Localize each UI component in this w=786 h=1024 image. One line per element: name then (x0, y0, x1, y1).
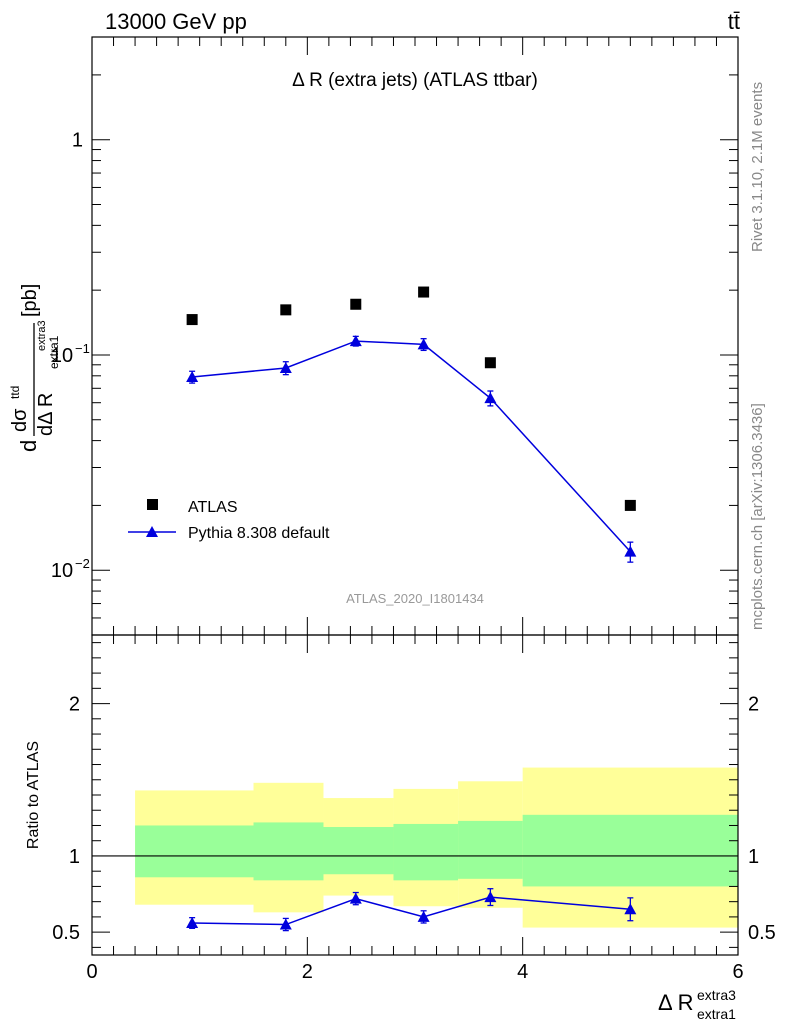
pythia-data-point (417, 338, 430, 350)
uncertainty-band-green (393, 823, 459, 881)
main-y-axis-label: d dσ ttd dΔ R extra1 extra3 [pb] (8, 284, 61, 452)
main-plot-frame (91, 36, 739, 636)
uncertainty-band-green (458, 820, 523, 879)
y-tick-label: 10 (51, 345, 73, 367)
ratio-data-point (417, 910, 430, 922)
ratio-plot-ticks: 0.5 0.5 1 1 2 2 0 2 4 6 (52, 635, 776, 983)
uncertainty-band-green (135, 825, 254, 878)
x-tick-label: 4 (517, 961, 528, 983)
pythia-series-line (192, 340, 631, 553)
legend-atlas-label: ATLAS (188, 499, 238, 516)
legend-pythia-label: Pythia 8.308 default (188, 525, 330, 542)
atlas-data-point (624, 499, 636, 511)
y-label-unit: [pb] (19, 284, 41, 317)
rivet-version-label: Rivet 3.1.10, 2.1M events (749, 82, 766, 252)
x-label-sup: extra3 (697, 987, 736, 1003)
ratio-y-tick-label-left: 0.5 (52, 922, 80, 944)
ratio-y-tick-label-right: 1 (748, 846, 759, 868)
pythia-data-point (624, 545, 637, 557)
header-process-label: tt̄ (728, 9, 740, 34)
legend-atlas-marker (147, 499, 158, 510)
pythia-data-point (186, 370, 199, 382)
x-label-main: Δ R (658, 990, 693, 1015)
ratio-x-axis-label: Δ R extra3 extra1 (658, 987, 736, 1022)
ratio-data-point (349, 892, 362, 904)
main-plot-content (186, 286, 637, 563)
atlas-data-point (484, 357, 496, 369)
legend-pythia-marker (146, 526, 158, 537)
mcplots-label: mcplots.cern.ch [arXiv:1306.3436] (749, 403, 766, 630)
atlas-data-point (280, 304, 292, 316)
main-legend: ATLAS Pythia 8.308 default (128, 499, 330, 542)
atlas-data-point (186, 314, 198, 326)
y-label-denominator-sup: extra3 (36, 320, 48, 351)
y-tick-label-exponent: −2 (75, 556, 90, 571)
pythia-data-point (484, 392, 497, 404)
pythia-data-point (279, 361, 292, 373)
x-tick-label: 2 (302, 961, 313, 983)
ratio-y-tick-label-right: 2 (748, 694, 759, 716)
main-plot-ticks: 110−110−2 (51, 36, 739, 636)
y-label-denominator: dΔ R (35, 393, 57, 436)
y-label-denominator-sub: extra1 (47, 335, 61, 369)
uncertainty-band-green (253, 822, 324, 881)
atlas-data-point (418, 286, 430, 298)
y-label-d: d (16, 440, 41, 452)
y-tick-label: 10 (51, 560, 73, 582)
main-plot-title: Δ R (extra jets) (ATLAS ttbar) (292, 70, 538, 91)
header-energy-label: 13000 GeV pp (105, 9, 247, 34)
ratio-y-tick-label-left: 2 (69, 694, 80, 716)
ratio-series-line (192, 896, 631, 926)
y-tick-label: 1 (72, 130, 83, 152)
ratio-plot-content (92, 767, 738, 932)
ratio-data-point (186, 917, 199, 928)
ratio-data-point (279, 918, 292, 930)
main-plot-panel: 110−110−2 Δ R (extra jets) (ATLAS ttbar)… (8, 36, 739, 636)
y-tick-label-exponent: −1 (75, 341, 90, 356)
x-tick-label: 0 (86, 961, 97, 983)
y-label-numerator: dσ (9, 408, 31, 432)
y-label-numerator-sup: ttd (8, 386, 22, 399)
ratio-data-point (624, 903, 637, 915)
ratio-y-axis-label: Ratio to ATLAS (25, 741, 42, 849)
ratio-y-tick-label-left: 1 (69, 846, 80, 868)
atlas-data-point (350, 298, 362, 310)
ratio-data-point (484, 891, 497, 903)
x-tick-label: 6 (732, 961, 743, 983)
analysis-id-label: ATLAS_2020_I1801434 (346, 591, 484, 606)
uncertainty-band-green (522, 814, 738, 887)
pythia-data-point (349, 335, 362, 347)
uncertainty-band-green (323, 827, 394, 875)
ratio-y-tick-label-right: 0.5 (748, 922, 776, 944)
x-label-sub: extra1 (697, 1006, 736, 1022)
ratio-plot-panel: 0.5 0.5 1 1 2 2 0 2 4 6 Ratio to ATLAS Δ R extra3… (25, 634, 776, 1022)
